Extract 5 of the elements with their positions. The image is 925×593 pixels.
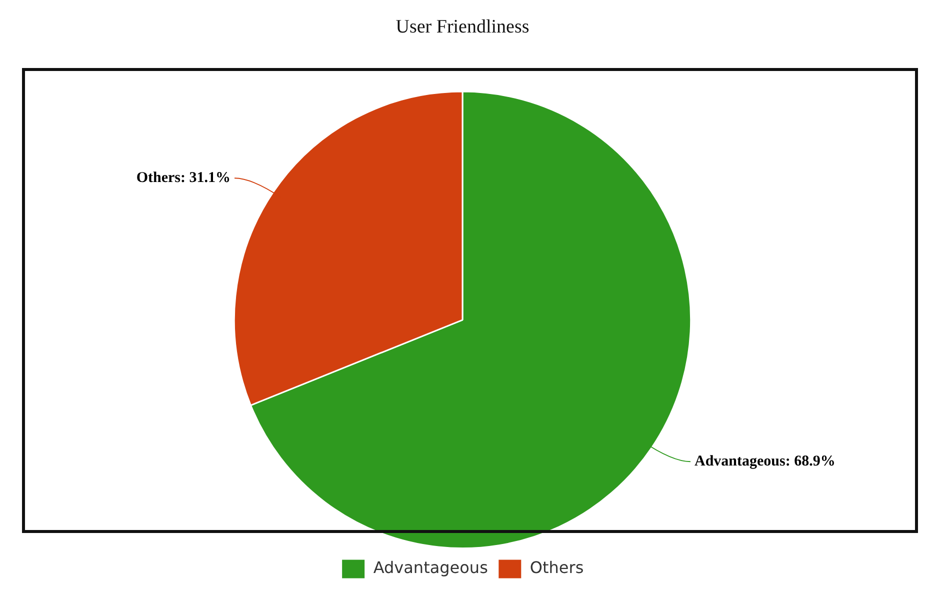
legend-label: Others <box>530 558 584 578</box>
data-label: Others: 31.1% <box>136 170 231 186</box>
data-label: Advantageous: 68.9% <box>694 454 836 470</box>
legend-label: Advantageous <box>373 558 488 578</box>
chart-title: User Friendliness <box>396 16 530 38</box>
